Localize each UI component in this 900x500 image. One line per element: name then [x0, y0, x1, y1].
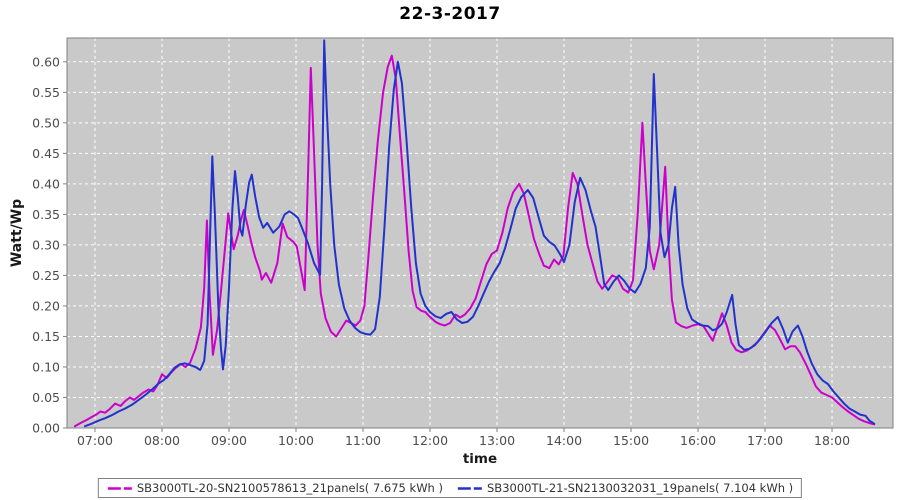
plot-background — [67, 38, 893, 428]
legend-entry-sb3000tl-21: SB3000TL-21-SN2130032031_19panels( 7.104… — [457, 481, 793, 495]
y-axis-title: Watt/Wp — [9, 198, 25, 268]
x-tick-label: 13:00 — [479, 433, 515, 448]
legend-entry-sb3000tl-20: SB3000TL-20-SN2100578613_21panels( 7.675… — [107, 481, 443, 495]
x-tick-label: 08:00 — [144, 433, 180, 448]
x-tick-label: 10:00 — [278, 433, 314, 448]
y-tick-label: 0.20 — [32, 298, 60, 313]
x-tick-label: 17:00 — [747, 433, 783, 448]
y-tick-label: 0.50 — [32, 115, 60, 130]
y-tick-label: 0.35 — [32, 207, 60, 222]
gridlines — [67, 38, 893, 429]
y-tick-label: 0.25 — [32, 268, 60, 283]
legend-line-swatch-magenta — [107, 486, 132, 490]
axes: 07:00 08:00 09:00 10:00 11:00 12:00 13:00 14:00… — [32, 54, 850, 448]
y-tick-label: 0.00 — [32, 421, 60, 436]
chart-title: 22-3-2017 — [399, 4, 501, 24]
legend-label-sb3000tl-21: SB3000TL-21-SN2130032031_19panels( 7.104… — [487, 481, 794, 495]
y-tick-label: 0.55 — [32, 85, 60, 100]
legend: SB3000TL-20-SN2100578613_21panels( 7.675… — [97, 478, 803, 498]
plot-border — [66, 37, 894, 429]
x-tick-label: 18:00 — [814, 433, 850, 448]
y-tick-label: 0.15 — [32, 329, 60, 344]
x-tick-label: 07:00 — [77, 433, 113, 448]
x-axis-title: time — [462, 451, 498, 467]
x-tick-label: 09:00 — [211, 433, 247, 448]
x-tick-label: 12:00 — [412, 433, 448, 448]
legend-line-swatch-blue — [458, 486, 482, 490]
y-tick-label: 0.40 — [32, 176, 60, 191]
x-tick-label: 11:00 — [345, 433, 381, 448]
x-tick-label: 16:00 — [680, 433, 716, 448]
legend-label-sb3000tl-20: SB3000TL-20-SN2100578613_21panels( 7.675… — [136, 481, 443, 495]
series-line-0 — [73, 54, 876, 428]
series-line-1 — [84, 39, 876, 428]
y-tick-label: 0.30 — [32, 237, 60, 252]
y-tick-label: 0.45 — [32, 146, 60, 161]
y-tick-label: 0.05 — [32, 390, 60, 405]
y-tick-label: 0.10 — [32, 359, 60, 374]
y-tick-label: 0.60 — [32, 54, 60, 69]
x-tick-label: 15:00 — [613, 433, 649, 448]
x-tick-label: 14:00 — [546, 433, 582, 448]
